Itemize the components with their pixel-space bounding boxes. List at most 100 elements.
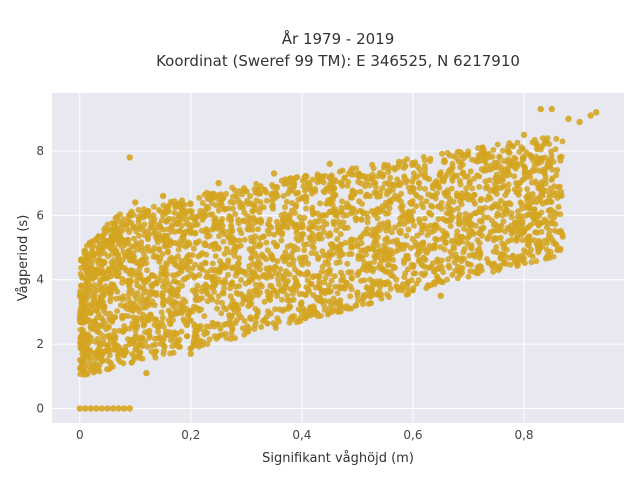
- scatter-point: [319, 248, 326, 255]
- scatter-point: [538, 155, 545, 162]
- scatter-point: [221, 250, 228, 257]
- scatter-point: [455, 158, 462, 165]
- scatter-point: [77, 288, 84, 295]
- scatter-point: [421, 157, 428, 164]
- scatter-point: [82, 258, 89, 265]
- scatter-point: [170, 298, 177, 305]
- scatter-point: [247, 314, 254, 321]
- scatter-point: [514, 213, 521, 220]
- scatter-point: [241, 209, 248, 216]
- scatter-point: [251, 273, 258, 280]
- scatter-point: [108, 281, 115, 288]
- scatter-point: [166, 281, 173, 288]
- scatter-point: [393, 276, 400, 283]
- scatter-point: [385, 239, 392, 245]
- scatter-point: [261, 298, 268, 305]
- scatter-point: [203, 323, 210, 330]
- scatter-point: [193, 332, 200, 339]
- scatter-point: [105, 265, 112, 272]
- scatter-point: [412, 159, 419, 166]
- scatter-point: [454, 275, 461, 282]
- scatter-point: [115, 344, 122, 351]
- scatter-point: [511, 228, 518, 235]
- scatter-point: [395, 240, 402, 247]
- scatter-point: [121, 326, 128, 333]
- scatter-point: [114, 352, 121, 359]
- scatter-point: [428, 202, 435, 209]
- scatter-point: [125, 296, 132, 303]
- scatter-point: [97, 240, 104, 247]
- scatter-point: [514, 139, 521, 146]
- scatter-point: [423, 198, 430, 205]
- scatter-point: [253, 180, 260, 187]
- scatter-point: [126, 405, 133, 412]
- scatter-point: [167, 312, 174, 319]
- scatter-point: [497, 255, 504, 262]
- scatter-point: [173, 310, 180, 317]
- scatter-point: [264, 227, 271, 234]
- scatter-point: [134, 290, 141, 297]
- scatter-point: [202, 281, 209, 288]
- scatter-point: [163, 328, 170, 335]
- scatter-point: [90, 274, 97, 281]
- scatter-point: [229, 297, 236, 304]
- scatter-point: [128, 305, 135, 312]
- scatter-point: [79, 357, 86, 364]
- scatter-point: [120, 248, 127, 255]
- scatter-point: [344, 182, 351, 189]
- scatter-point: [516, 186, 523, 193]
- scatter-point: [263, 239, 270, 246]
- scatter-point: [276, 306, 283, 313]
- scatter-point: [457, 181, 464, 188]
- scatter-point: [227, 285, 234, 292]
- scatter-point: [184, 241, 191, 248]
- scatter-point: [93, 306, 99, 313]
- scatter-point: [500, 260, 507, 267]
- scatter-point: [281, 306, 288, 313]
- scatter-point: [159, 251, 166, 258]
- scatter-point: [195, 306, 202, 313]
- scatter-point: [133, 305, 140, 312]
- scatter-point: [77, 319, 84, 326]
- axis-ticks: 0 0,2 0,4 0,6 0,8 0 2 4 6 8: [36, 144, 533, 442]
- scatter-point: [98, 297, 105, 303]
- scatter-point: [255, 226, 261, 233]
- scatter-point: [317, 312, 324, 319]
- scatter-point: [214, 298, 221, 305]
- scatter-point: [233, 192, 240, 199]
- scatter-point: [176, 215, 183, 222]
- scatter-point: [301, 241, 307, 248]
- scatter-point: [481, 214, 488, 221]
- scatter-point: [455, 148, 462, 155]
- scatter-point: [223, 190, 229, 197]
- scatter-point: [132, 327, 139, 334]
- scatter-point: [215, 179, 222, 187]
- scatter-point: [133, 277, 140, 284]
- scatter-point: [328, 178, 335, 185]
- scatter-point: [279, 296, 285, 303]
- scatter-point: [505, 187, 512, 193]
- scatter-point: [179, 305, 186, 312]
- scatter-point: [519, 156, 526, 163]
- scatter-point: [347, 283, 354, 290]
- scatter-point: [98, 354, 105, 361]
- scatter-point: [349, 189, 356, 196]
- scatter-point: [242, 187, 249, 194]
- scatter-point: [405, 266, 411, 273]
- scatter-point: [167, 237, 173, 244]
- scatter-point: [236, 255, 243, 262]
- scatter-point: [148, 348, 155, 355]
- scatter-point: [460, 155, 467, 162]
- scatter-point: [532, 178, 539, 185]
- scatter-point: [303, 205, 309, 212]
- scatter-point: [478, 195, 485, 202]
- scatter-point: [365, 245, 372, 252]
- scatter-point: [129, 287, 135, 294]
- scatter-point: [309, 243, 316, 249]
- scatter-point: [368, 208, 375, 215]
- scatter-point: [95, 245, 102, 251]
- scatter-point: [203, 228, 210, 235]
- scatter-point: [114, 252, 121, 259]
- y-tick-label: 4: [36, 273, 44, 287]
- scatter-point: [441, 158, 448, 164]
